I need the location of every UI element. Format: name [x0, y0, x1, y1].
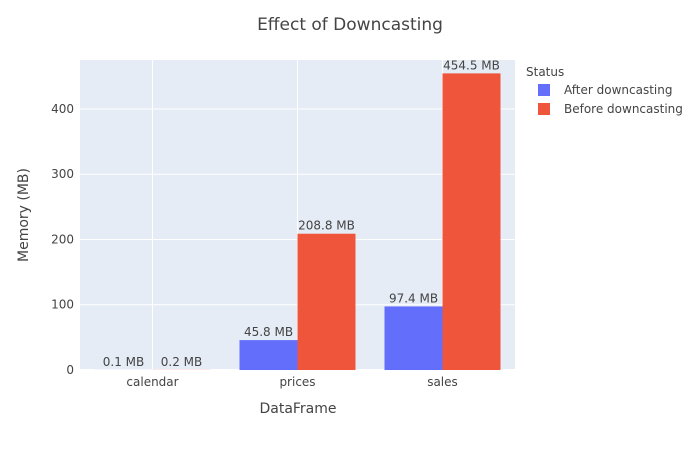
x-tick-label: prices [279, 375, 315, 389]
legend-items: After downcasting Before downcasting [538, 83, 683, 116]
y-tick-label: 300 [51, 167, 74, 181]
bar-data-label: 45.8 MB [244, 325, 293, 339]
bar-data-label: 454.5 MB [443, 58, 500, 72]
x-tick-label: sales [427, 375, 458, 389]
legend-item-label[interactable]: Before downcasting [564, 102, 683, 116]
bar-data-label: 0.2 MB [161, 355, 202, 369]
chart-title: Effect of Downcasting [257, 15, 443, 35]
y-tick-labels: 0 100 200 300 400 [51, 102, 74, 377]
bars-group [94, 73, 501, 371]
x-axis-title: DataFrame [259, 401, 336, 417]
y-tick-label: 200 [51, 232, 74, 246]
x-tick-label: calendar [126, 375, 178, 389]
bar-prices-before[interactable] [297, 233, 356, 370]
bar-data-label: 0.1 MB [103, 355, 144, 369]
legend: Status After downcasting Before downcasti… [526, 65, 683, 116]
x-tick-labels: calendar prices sales [126, 375, 457, 389]
bar-sales-before[interactable] [442, 73, 501, 371]
y-tick-label: 100 [51, 298, 74, 312]
legend-title: Status [526, 65, 564, 79]
y-tick-label: 0 [66, 363, 74, 377]
y-axis-title: Memory (MB) [16, 168, 32, 262]
legend-item-label[interactable]: After downcasting [564, 83, 672, 97]
bar-data-label: 208.8 MB [298, 219, 355, 233]
bar-sales-after[interactable] [384, 306, 443, 370]
legend-swatch[interactable] [538, 103, 550, 115]
y-tick-label: 400 [51, 102, 74, 116]
data-labels-group: 0.1 MB 0.2 MB 45.8 MB 208.8 MB 97.4 MB 454.5 … [103, 58, 500, 369]
bar-data-label: 97.4 MB [389, 291, 438, 305]
bar-prices-after[interactable] [239, 340, 298, 370]
legend-swatch[interactable] [538, 84, 550, 96]
